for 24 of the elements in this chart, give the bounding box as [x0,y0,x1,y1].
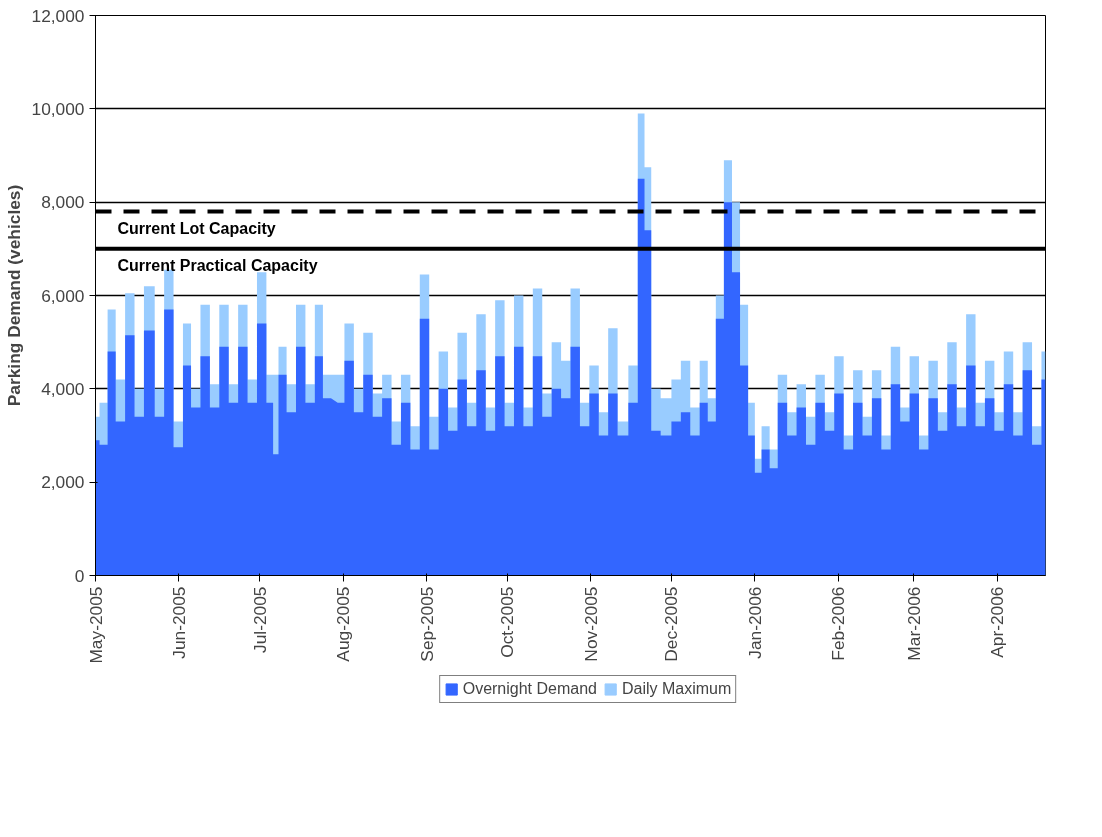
x-tick-label: Nov-2005 [580,586,601,662]
y-tick-label: 6,000 [41,285,85,306]
x-tick-label: Feb-2006 [828,586,849,661]
y-tick-label: 8,000 [41,192,85,213]
legend-label: Overnight Demand [462,680,597,698]
y-tick-label: 10,000 [31,98,85,119]
x-tick-label: Jan-2006 [744,586,765,659]
x-tick-label: Mar-2006 [903,586,924,661]
x-tick-label: Oct-2005 [497,586,518,658]
ref-line-label: Current Lot Capacity [117,219,276,237]
x-tick-label: Sep-2005 [416,586,437,662]
x-tick-label: Apr-2006 [987,586,1008,658]
y-tick-label: 12,000 [31,5,85,26]
x-tick-label: Jul-2005 [249,586,270,653]
y-axis-title: Parking Demand (vehicles) [3,184,24,407]
x-tick-label: May-2005 [85,586,106,664]
x-tick-label: Jun-2005 [168,586,189,659]
y-tick-label: 4,000 [41,378,85,399]
x-tick-label: Aug-2005 [333,586,354,662]
y-tick-label: 2,000 [41,472,85,493]
legend-label: Daily Maximum [621,680,732,698]
y-tick-label: 0 [74,565,85,586]
ref-line-label: Current Practical Capacity [117,256,318,274]
x-tick-label: Dec-2005 [661,586,682,662]
